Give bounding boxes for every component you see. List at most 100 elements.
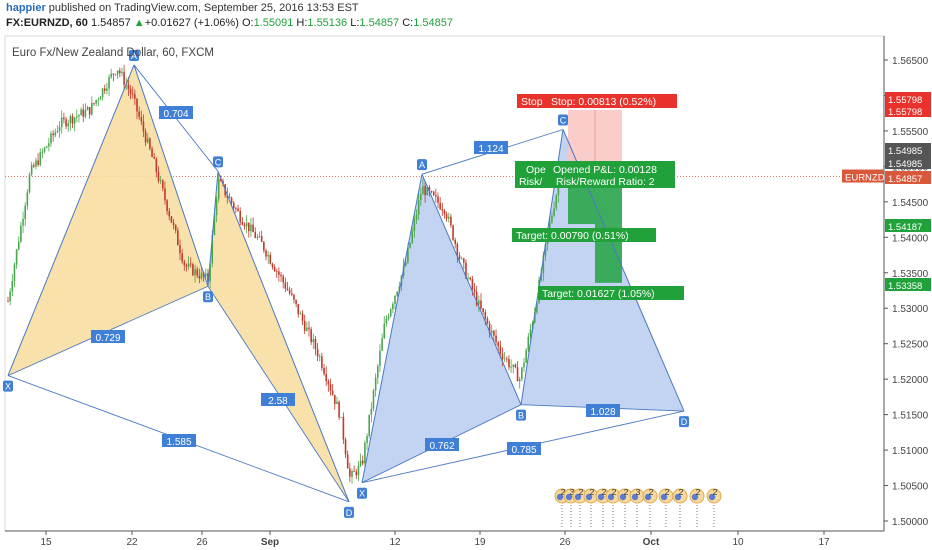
pattern-leg[interactable] bbox=[217, 171, 350, 503]
candle-body bbox=[151, 148, 153, 157]
pattern-point-a[interactable]: A bbox=[417, 159, 427, 171]
candle bbox=[482, 308, 484, 315]
candle-body bbox=[20, 225, 22, 242]
candle-body bbox=[351, 470, 353, 477]
pattern-point-b[interactable]: B bbox=[203, 291, 213, 303]
candle bbox=[149, 137, 151, 151]
event-marker[interactable]: 2 bbox=[689, 487, 705, 529]
candle bbox=[56, 125, 59, 134]
event-marker[interactable]: 2 bbox=[658, 487, 674, 529]
candle bbox=[136, 98, 138, 120]
candle-body bbox=[248, 222, 250, 232]
candle-body bbox=[469, 277, 472, 280]
candle bbox=[445, 211, 448, 222]
candle bbox=[370, 402, 373, 423]
candle-body bbox=[553, 208, 555, 216]
pattern-point-bg bbox=[129, 49, 139, 61]
pattern-leg[interactable] bbox=[7, 64, 135, 376]
pattern-ratio-label: 2.58 bbox=[268, 396, 288, 407]
pattern-point-d[interactable]: D bbox=[344, 506, 354, 518]
candle-body bbox=[484, 312, 487, 319]
time-tick-label: 10 bbox=[732, 537, 744, 548]
event-marker-label: 2 bbox=[602, 487, 607, 497]
candle-body bbox=[22, 218, 24, 226]
event-marker[interactable]: 2 bbox=[706, 487, 722, 529]
pnl-box-bg bbox=[547, 161, 675, 188]
target2-label: Target: 0.01627 (1.05%) bbox=[538, 286, 684, 300]
candle-body bbox=[334, 394, 336, 405]
candle-body bbox=[58, 127, 61, 132]
candle-body bbox=[162, 180, 164, 189]
candle bbox=[379, 344, 381, 372]
candle-body bbox=[110, 73, 112, 77]
candle bbox=[112, 73, 115, 82]
candle-body bbox=[17, 241, 20, 250]
candle bbox=[512, 364, 515, 374]
pattern-point-bg bbox=[516, 409, 526, 421]
pattern-point-x[interactable]: X bbox=[357, 487, 367, 499]
symbol-tag-bg bbox=[842, 169, 884, 183]
pattern-point-c[interactable]: C bbox=[213, 156, 223, 168]
candle-body bbox=[166, 200, 168, 212]
candle-body bbox=[267, 254, 269, 257]
candle-body bbox=[508, 359, 510, 368]
pattern-leg[interactable] bbox=[133, 64, 209, 287]
candle-body bbox=[342, 416, 345, 440]
candle-body bbox=[555, 195, 558, 209]
event-marker[interactable]: 2 bbox=[583, 487, 599, 529]
event-marker[interactable]: 2 bbox=[642, 487, 658, 529]
price-tick-label: 1.52000 bbox=[892, 375, 929, 386]
candle bbox=[392, 301, 394, 313]
candle bbox=[45, 145, 48, 149]
candle-body bbox=[306, 327, 308, 331]
candle-body bbox=[108, 76, 110, 89]
candlestick-series bbox=[7, 64, 566, 484]
pattern-leg[interactable] bbox=[361, 174, 423, 483]
pattern-point-x[interactable]: X bbox=[3, 380, 13, 392]
candle bbox=[9, 288, 11, 306]
candle-body bbox=[475, 291, 478, 305]
candle bbox=[456, 242, 459, 263]
candle-body bbox=[265, 250, 267, 257]
pattern-ratio-label: 0.704 bbox=[163, 109, 188, 120]
candle-body bbox=[275, 271, 278, 272]
pattern-point-a[interactable]: A bbox=[129, 49, 139, 61]
chart-title: Euro Fx/New Zealand Dollar, 60, FXCM bbox=[12, 47, 214, 59]
event-marker[interactable]: 2 bbox=[572, 487, 588, 529]
event-marker[interactable]: 2 bbox=[672, 487, 688, 529]
price-tick-label: 1.54000 bbox=[892, 233, 929, 244]
price-axis-badge-label: 1.54857 bbox=[888, 174, 922, 185]
pattern-leg[interactable] bbox=[207, 171, 219, 287]
pattern-point-label: A bbox=[419, 160, 425, 170]
candle-body bbox=[389, 309, 392, 317]
pattern-leg[interactable] bbox=[421, 173, 522, 405]
candle-body bbox=[295, 299, 297, 305]
candle bbox=[250, 217, 252, 238]
candle-body bbox=[407, 247, 409, 263]
candle-body bbox=[80, 109, 82, 116]
candle bbox=[295, 299, 297, 308]
candle bbox=[447, 212, 450, 223]
candle-body bbox=[521, 367, 523, 380]
pattern-point-bg bbox=[344, 506, 354, 518]
author-name[interactable]: happier bbox=[6, 2, 46, 14]
candle-body bbox=[355, 471, 358, 476]
candle bbox=[151, 146, 153, 158]
pattern-ratio-bg bbox=[91, 330, 125, 343]
low-value: 1.54857 bbox=[359, 17, 400, 29]
price-axis-badge: 1.53358 bbox=[885, 278, 931, 292]
candle bbox=[48, 137, 50, 152]
candle-body bbox=[252, 224, 254, 233]
candle-body bbox=[45, 146, 48, 148]
candle-body bbox=[232, 202, 235, 209]
candle bbox=[157, 166, 160, 184]
candle bbox=[413, 213, 416, 238]
event-marker[interactable]: 3 bbox=[629, 487, 645, 529]
candle bbox=[41, 148, 44, 159]
pattern-point-b[interactable]: B bbox=[516, 409, 526, 421]
chart-axes[interactable]: 1.565001.560001.555001.550001.545001.540… bbox=[5, 36, 931, 548]
pattern-point-d[interactable]: D bbox=[679, 416, 689, 428]
pattern-point-c[interactable]: C bbox=[558, 114, 568, 126]
